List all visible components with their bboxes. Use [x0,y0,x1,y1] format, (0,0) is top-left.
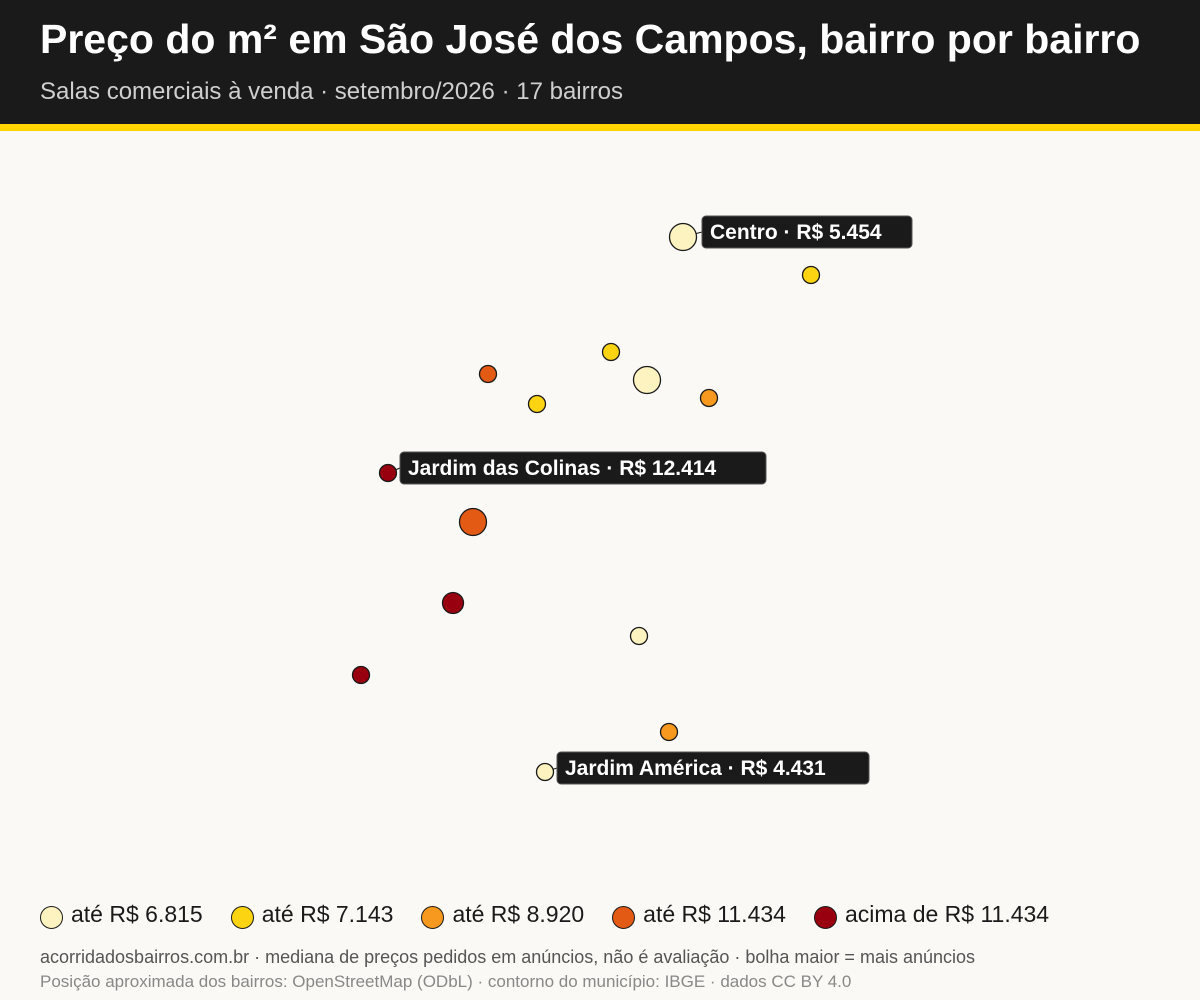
bubbles [351,222,821,782]
bubble-6 [699,388,719,408]
legend-label-3: até R$ 8.920 [452,900,585,927]
header-banner: Preço do m² em São José dos Campos, bair… [0,0,1200,124]
callout-box-1 [701,215,913,249]
legend-item-5: acima de R$ 11.434 [813,900,1050,929]
bubble-11 [629,626,649,646]
callout-label-2: Jardim das Colinas · R$ 12.414 [408,457,716,480]
bubble-12 [351,665,371,685]
footer-note: acorridadosbairros.com.br · mediana de p… [40,947,976,967]
bubble-13 [659,722,679,742]
footer-sources: Posição aproximada dos bairros: OpenStre… [40,972,852,991]
legend-label-2: até R$ 7.143 [261,900,394,927]
callouts: Centro · R$ 5.454 Jardim das Colinas · R$… [399,215,913,785]
legend-item-1: até R$ 6.815 [40,900,203,929]
bubble-5 [478,364,498,384]
bubble-10 [441,591,465,615]
legend-item-2: até R$ 7.143 [230,900,394,929]
legend-item-4: até R$ 11.434 [612,900,786,929]
bubble-2 [801,265,821,285]
legend-swatch-1 [40,905,63,929]
legend-item-3: até R$ 8.920 [421,900,584,929]
page-title: Preço do m² em São José dos Campos, bair… [40,16,1141,62]
callout-box-2 [399,451,767,485]
bubble-4 [632,365,662,395]
bubble-1 [668,222,698,252]
accent-bar [0,124,1200,131]
bubble-7 [527,394,547,414]
legend-swatch-2 [230,905,254,929]
legend-swatch-5 [813,905,837,929]
legend-label-4: até R$ 11.434 [643,900,786,927]
page-subtitle: Salas comerciais à venda · setembro/2026… [40,78,623,105]
callout-box-3 [556,751,870,785]
callout-leaders [387,231,703,773]
legend-label-5: acima de R$ 11.434 [844,900,1050,927]
bubble-3 [601,342,621,362]
callout-label-3: Jardim América · R$ 4.431 [565,757,826,780]
legend-swatch-4 [612,905,636,929]
bubble-map: Centro · R$ 5.454 Jardim das Colinas · R$… [351,215,913,785]
bubble-8 [378,463,398,483]
bubble-9 [458,507,488,537]
bubble-14 [535,762,555,782]
legend: até R$ 6.815 até R$ 7.143 até R$ 8.920 a… [40,896,1077,932]
legend-swatch-3 [421,905,445,929]
legend-label-1: até R$ 6.815 [71,900,203,927]
callout-label-1: Centro · R$ 5.454 [710,221,882,244]
